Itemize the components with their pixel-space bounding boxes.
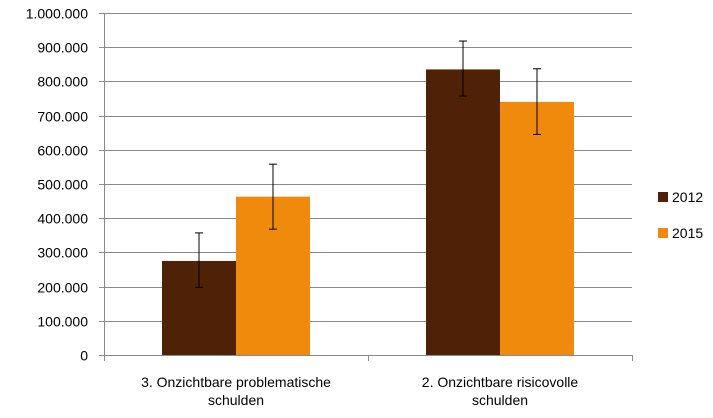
y-tick-label: 400.000 — [37, 211, 88, 227]
y-tick-label: 600.000 — [37, 143, 88, 159]
legend-swatch-2015 — [658, 228, 668, 238]
y-tick-label: 1.000.000 — [26, 6, 88, 22]
bars — [162, 69, 574, 356]
category-label: 3. Onzichtbare problematische schulden — [141, 374, 331, 408]
legend-swatch-2012 — [658, 192, 668, 202]
y-tick-label: 100.000 — [37, 314, 88, 330]
y-tick-label: 0 — [80, 348, 88, 364]
y-tick-label: 800.000 — [37, 74, 88, 90]
y-tick-label: 900.000 — [37, 40, 88, 56]
y-tick-label: 300.000 — [37, 245, 88, 261]
axes — [104, 13, 633, 361]
legend-label-2015: 2015 — [672, 225, 703, 241]
y-tick-label: 200.000 — [37, 280, 88, 296]
y-axis-ticks: 0 100.000 200.000 300.000 400.000 500.000 600.… — [26, 6, 104, 364]
y-tick-label: 700.000 — [37, 109, 88, 125]
error-bars — [195, 40, 541, 288]
category-labels: 3. Onzichtbare problematische schulden 2. … — [141, 374, 578, 408]
category-label: 2. Onzichtbare risicovolle schulden — [422, 374, 579, 408]
legend: 2012 2015 — [658, 189, 703, 241]
y-tick-label: 500.000 — [37, 177, 88, 193]
bar-2015-2 — [500, 101, 574, 355]
bar-2012-2 — [426, 69, 500, 356]
legend-label-2012: 2012 — [672, 189, 703, 205]
